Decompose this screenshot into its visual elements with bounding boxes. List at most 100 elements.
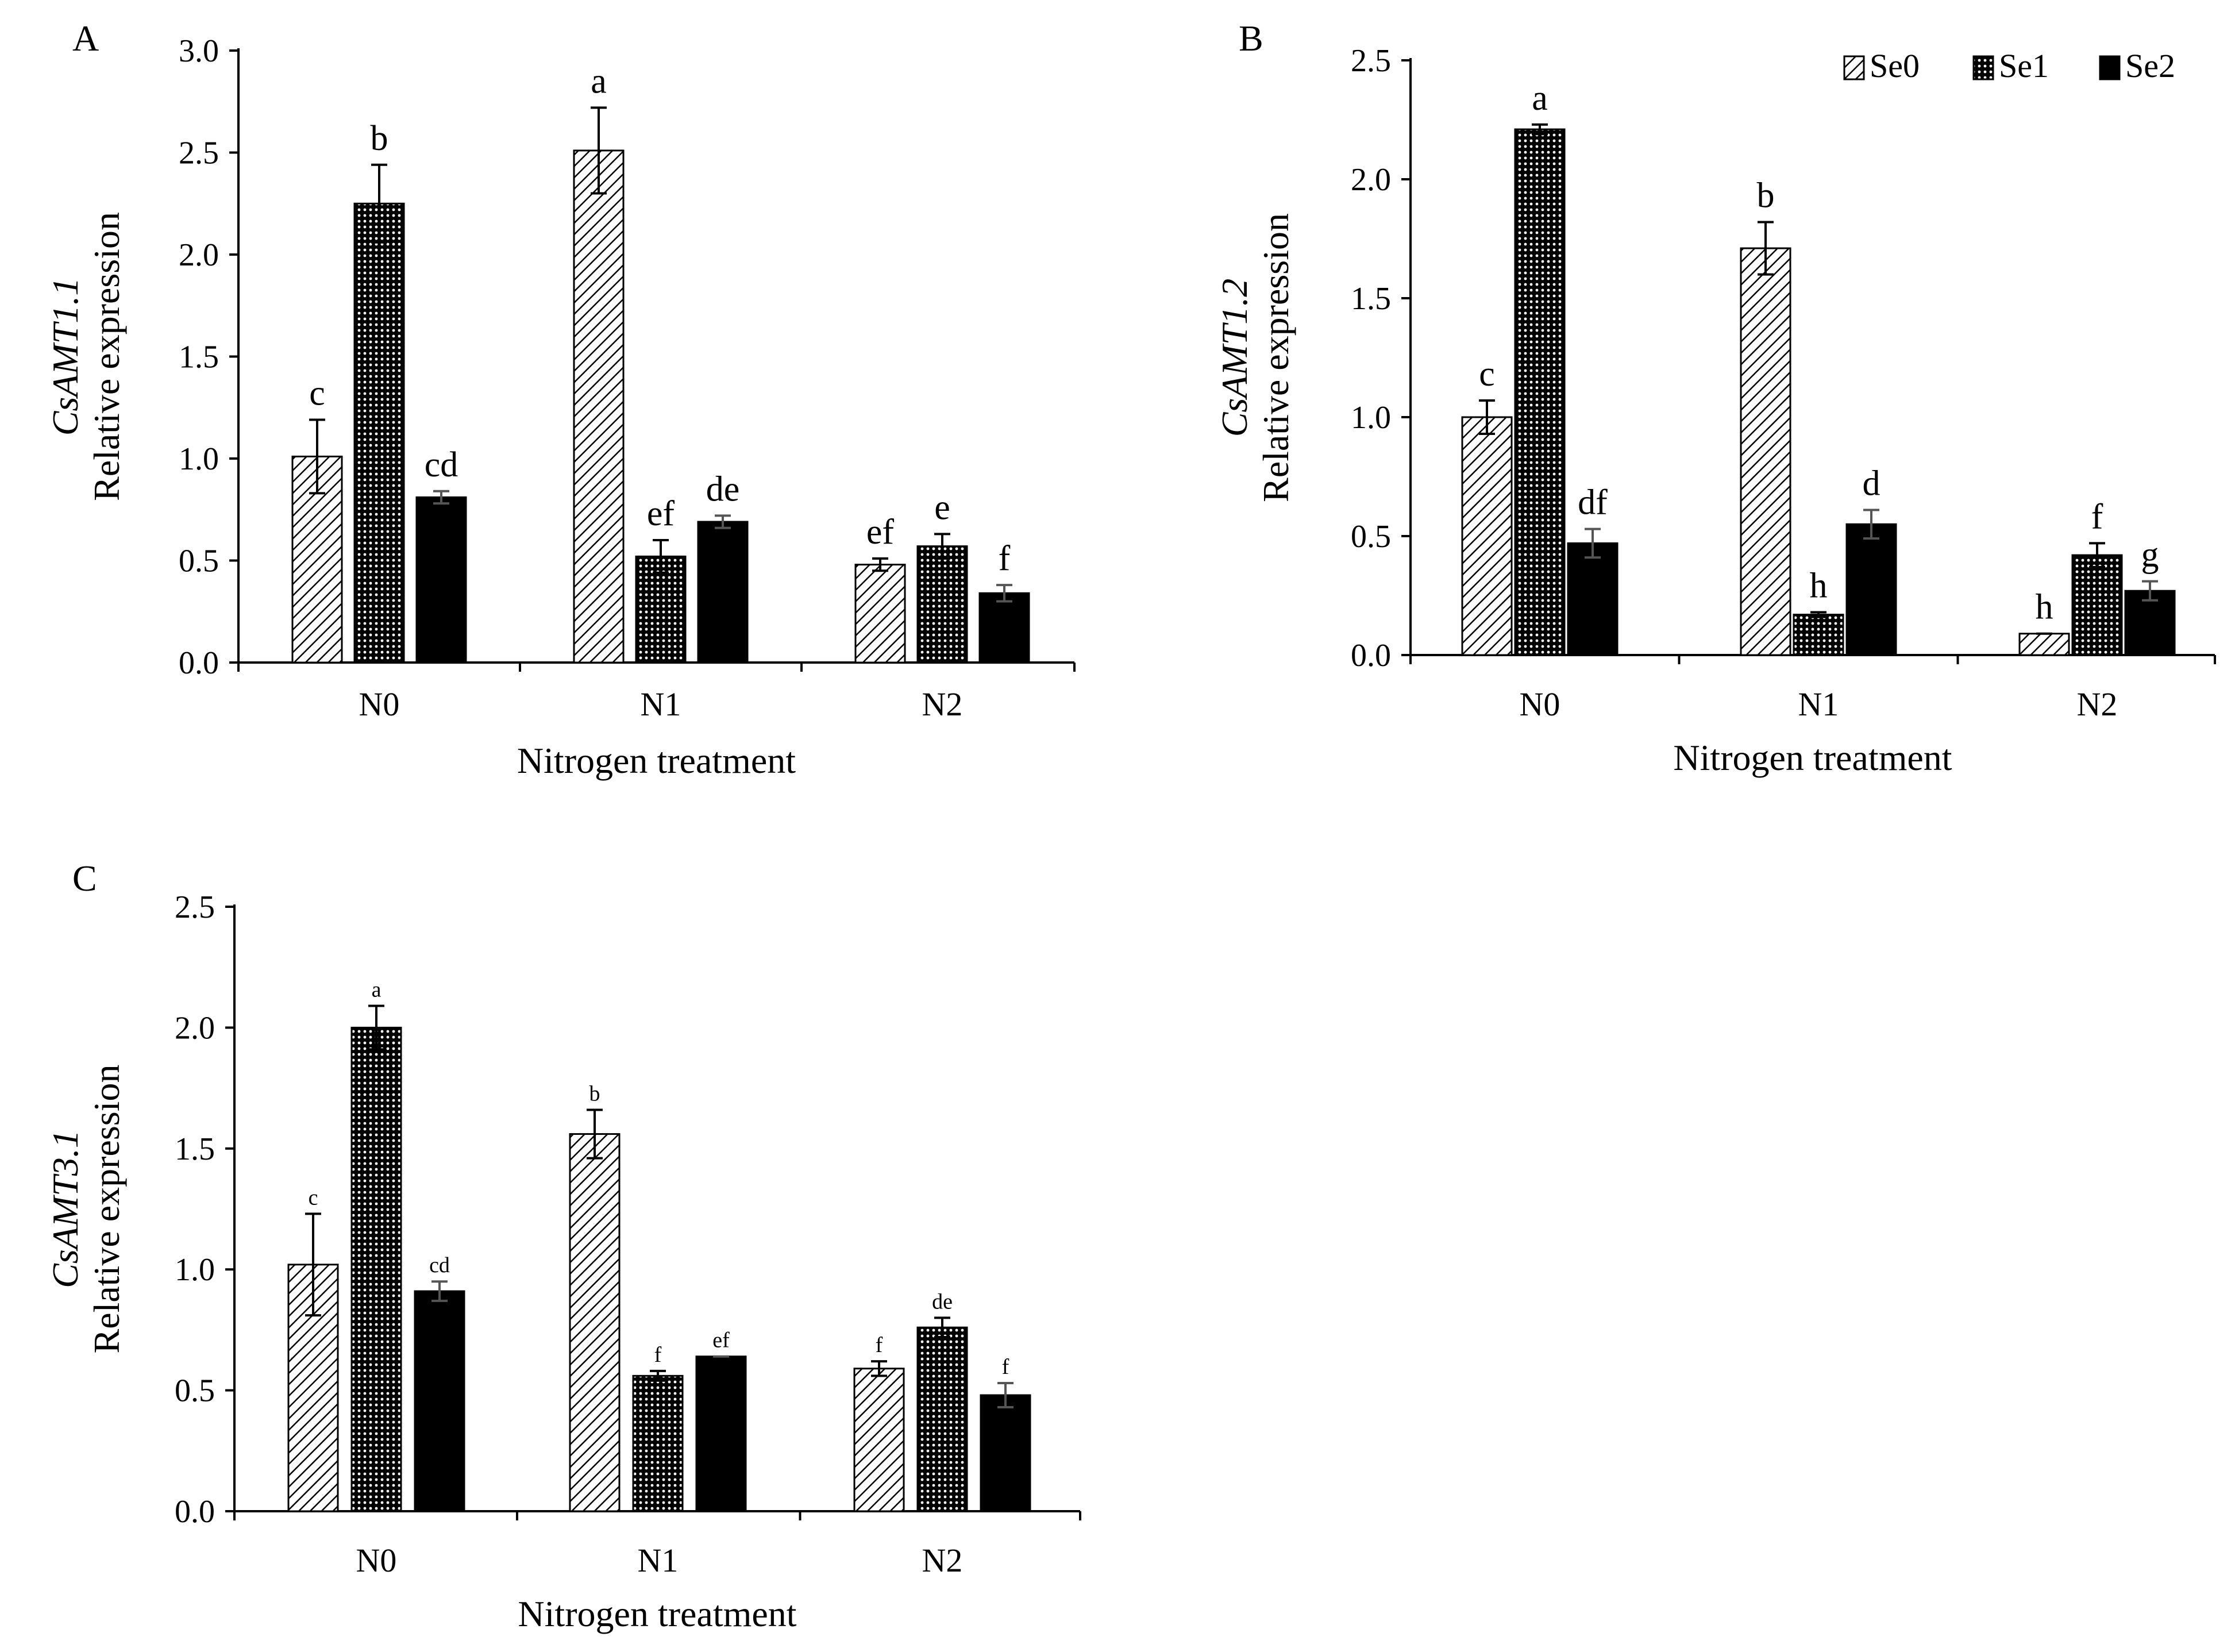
y-axis-gene-label: CsAMT1.1 [45, 278, 86, 436]
y-tick-label: 0.5 [179, 544, 219, 579]
significance-letter: b [589, 1081, 600, 1106]
y-tick-label: 2.5 [175, 889, 215, 925]
x-axis-title: Nitrogen treatment [1673, 737, 1952, 778]
bar-se2-n1 [1845, 523, 1897, 656]
significance-letter: c [309, 1185, 318, 1210]
bar-se1-n1 [635, 555, 687, 664]
y-axis-gene-label: CsAMT3.1 [45, 1130, 86, 1288]
x-tick-label: N0 [356, 1542, 397, 1579]
bar-se2-n0 [1567, 542, 1619, 656]
bar-se2-n2 [2124, 590, 2176, 656]
y-tick-label: 2.5 [179, 136, 219, 171]
bar-se1-n2 [916, 1326, 968, 1512]
significance-letter: b [371, 119, 388, 158]
significance-letter: c [309, 374, 325, 413]
panel-b-chart: B Se0 Se1 Se2 0.0 0.5 1.0 1.5 2.0 2.5 N0 N1 N2 Nitr… [1214, 18, 2216, 778]
y-tick-label: 2.5 [1351, 43, 1391, 79]
x-tick-label: N0 [1520, 686, 1560, 723]
bar-se1-n1 [632, 1374, 684, 1512]
bar-se1-n0 [353, 202, 405, 664]
y-tick-label: 2.0 [175, 1010, 215, 1046]
x-tick-label: N2 [922, 686, 963, 723]
bar-se0-n1 [1740, 247, 1791, 656]
bar-se2-n2 [978, 592, 1030, 664]
legend-label-se2: Se2 [2125, 47, 2175, 84]
significance-letter: f [876, 1333, 883, 1357]
panel-c-chart: C 0.0 0.5 1.0 1.5 2.0 2.5 N0 N1 N2 Nitrogen treat… [45, 858, 1081, 1634]
significance-letter: a [1532, 79, 1548, 118]
y-tick-label: 3.0 [179, 33, 219, 69]
significance-letter: h [1810, 566, 1828, 605]
bar-se0-n0 [1461, 416, 1513, 656]
legend-label-se1: Se1 [1999, 47, 2049, 84]
significance-letter: h [2036, 588, 2053, 627]
significance-letter: f [654, 1343, 662, 1367]
bar-se1-n0 [350, 1026, 402, 1512]
significance-letter: cd [429, 1253, 450, 1277]
y-tick-label: 1.0 [1351, 400, 1391, 436]
significance-letter: b [1757, 176, 1775, 215]
x-tick-label: N1 [1798, 686, 1839, 723]
significance-letter: c [1479, 355, 1495, 394]
y-tick-label: 2.0 [1351, 162, 1391, 198]
significance-letter: ef [647, 494, 675, 533]
legend: Se0 Se1 Se2 [1843, 47, 2175, 84]
y-tick-label: 0.0 [179, 645, 219, 681]
significance-letter: ef [866, 513, 895, 552]
significance-letter: ef [712, 1328, 730, 1353]
bar-se2-n1 [695, 1356, 747, 1512]
bar-se0-n2 [2018, 633, 2070, 656]
y-tick-label: 1.0 [179, 441, 219, 477]
y-axis-title: Relative expression [86, 1065, 127, 1354]
significance-letter: de [706, 469, 740, 509]
y-tick-label: 1.5 [1351, 281, 1391, 317]
significance-letter: f [999, 539, 1011, 578]
dotted-swatch [1972, 55, 1994, 80]
bar-se1-n1 [1793, 614, 1844, 656]
y-axis-title: Relative expression [1255, 213, 1296, 502]
bar-se0-n0 [291, 455, 343, 664]
bar-se1-n2 [2071, 554, 2123, 656]
significance-letter: df [1578, 483, 1608, 522]
panel-label-c: C [72, 858, 97, 899]
y-tick-label: 0.5 [175, 1373, 215, 1409]
x-tick-label: N2 [922, 1542, 963, 1579]
y-tick-label: 0.0 [175, 1494, 215, 1530]
x-tick-label: N1 [638, 1542, 679, 1579]
bar-se2-n2 [980, 1394, 1031, 1512]
panel-label-a: A [72, 18, 99, 59]
x-tick-label: N0 [359, 686, 400, 723]
y-tick-label: 0.0 [1351, 638, 1391, 673]
diagonal-hatch-swatch [1843, 55, 1865, 80]
significance-letter: f [2091, 497, 2103, 536]
legend-label-se0: Se0 [1870, 47, 1920, 84]
bar-se2-n0 [414, 1290, 465, 1512]
bar-se1-n2 [916, 545, 968, 664]
bar-se0-n1 [569, 1133, 621, 1512]
significance-letter: g [2141, 536, 2159, 575]
significance-letter: a [591, 61, 607, 101]
x-tick-label: N2 [2077, 686, 2118, 723]
y-tick-label: 1.0 [175, 1252, 215, 1288]
solid-black-swatch [2099, 55, 2121, 80]
significance-letter: f [1002, 1355, 1009, 1379]
y-axis-title: Relative expression [86, 212, 127, 501]
y-tick-label: 1.5 [175, 1131, 215, 1167]
significance-letter: cd [425, 445, 458, 484]
bar-se0-n2 [854, 564, 906, 664]
x-axis-title: Nitrogen treatment [517, 740, 796, 781]
y-tick-label: 2.0 [179, 237, 219, 273]
x-tick-label: N1 [641, 686, 681, 723]
y-tick-label: 0.5 [1351, 519, 1391, 554]
bar-se2-n1 [697, 521, 749, 664]
y-axis-gene-label: CsAMT1.2 [1214, 279, 1255, 437]
panel-label-b: B [1239, 18, 1263, 59]
bar-se1-n0 [1514, 128, 1566, 656]
significance-letter: d [1863, 464, 1881, 503]
panel-a-chart: A 0.0 0.5 1.0 1.5 2.0 2.5 3.0 N0 N1 N2 Nitrogen tr… [45, 18, 1076, 781]
bar-se0-n1 [573, 149, 625, 664]
y-tick-label: 1.5 [179, 340, 219, 375]
bar-se0-n2 [853, 1368, 905, 1512]
significance-letter: de [932, 1289, 953, 1314]
